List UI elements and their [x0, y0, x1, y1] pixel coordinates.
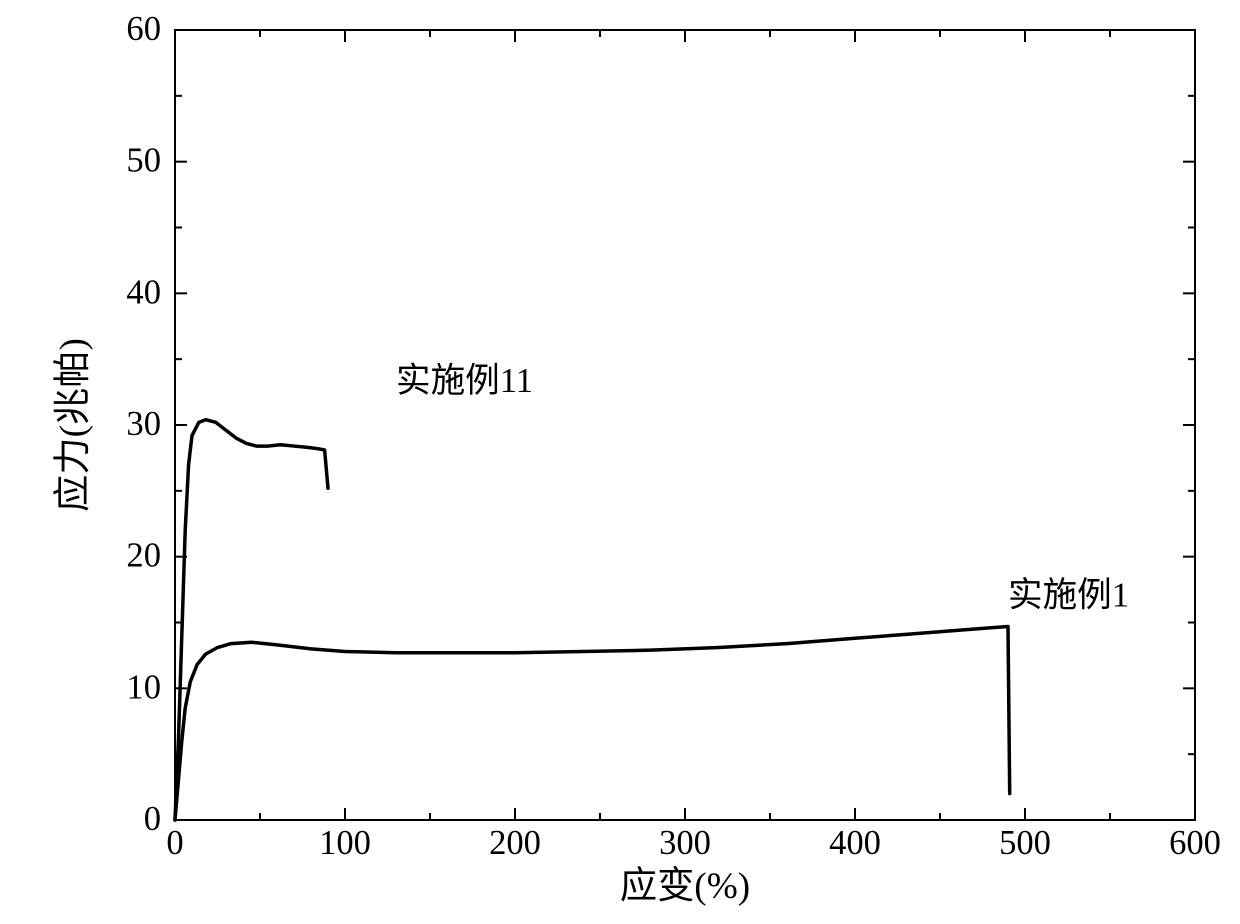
- x-tick-label: 600: [1169, 824, 1221, 862]
- x-tick-label: 400: [829, 824, 881, 862]
- y-tick-label: 20: [126, 537, 161, 575]
- y-tick-label: 30: [126, 405, 161, 443]
- x-tick-label: 500: [999, 824, 1051, 862]
- series-example-1: [175, 626, 1010, 820]
- y-tick-label: 0: [144, 800, 161, 838]
- y-tick-label: 10: [126, 668, 161, 706]
- x-tick-label: 200: [489, 824, 541, 862]
- series-example-11-label: 实施例11: [396, 362, 533, 400]
- plot-frame: [175, 30, 1195, 820]
- stress-strain-chart: 0 100 200 300 400 500 600 0 10 20 30 40 50 60 应变(%) 应力(…: [0, 0, 1240, 924]
- x-axis-label: 应变(%): [620, 865, 750, 907]
- series-example-1-label: 实施例1: [1008, 577, 1129, 615]
- y-tick-label: 40: [126, 273, 161, 311]
- x-tick-label: 0: [166, 824, 183, 862]
- y-axis-label: 应力(兆帕): [52, 338, 94, 512]
- x-tick-label: 100: [319, 824, 371, 862]
- y-tick-label: 60: [126, 10, 161, 48]
- series-example-11: [175, 420, 328, 820]
- x-tick-label: 300: [659, 824, 711, 862]
- y-tick-label: 50: [126, 142, 161, 180]
